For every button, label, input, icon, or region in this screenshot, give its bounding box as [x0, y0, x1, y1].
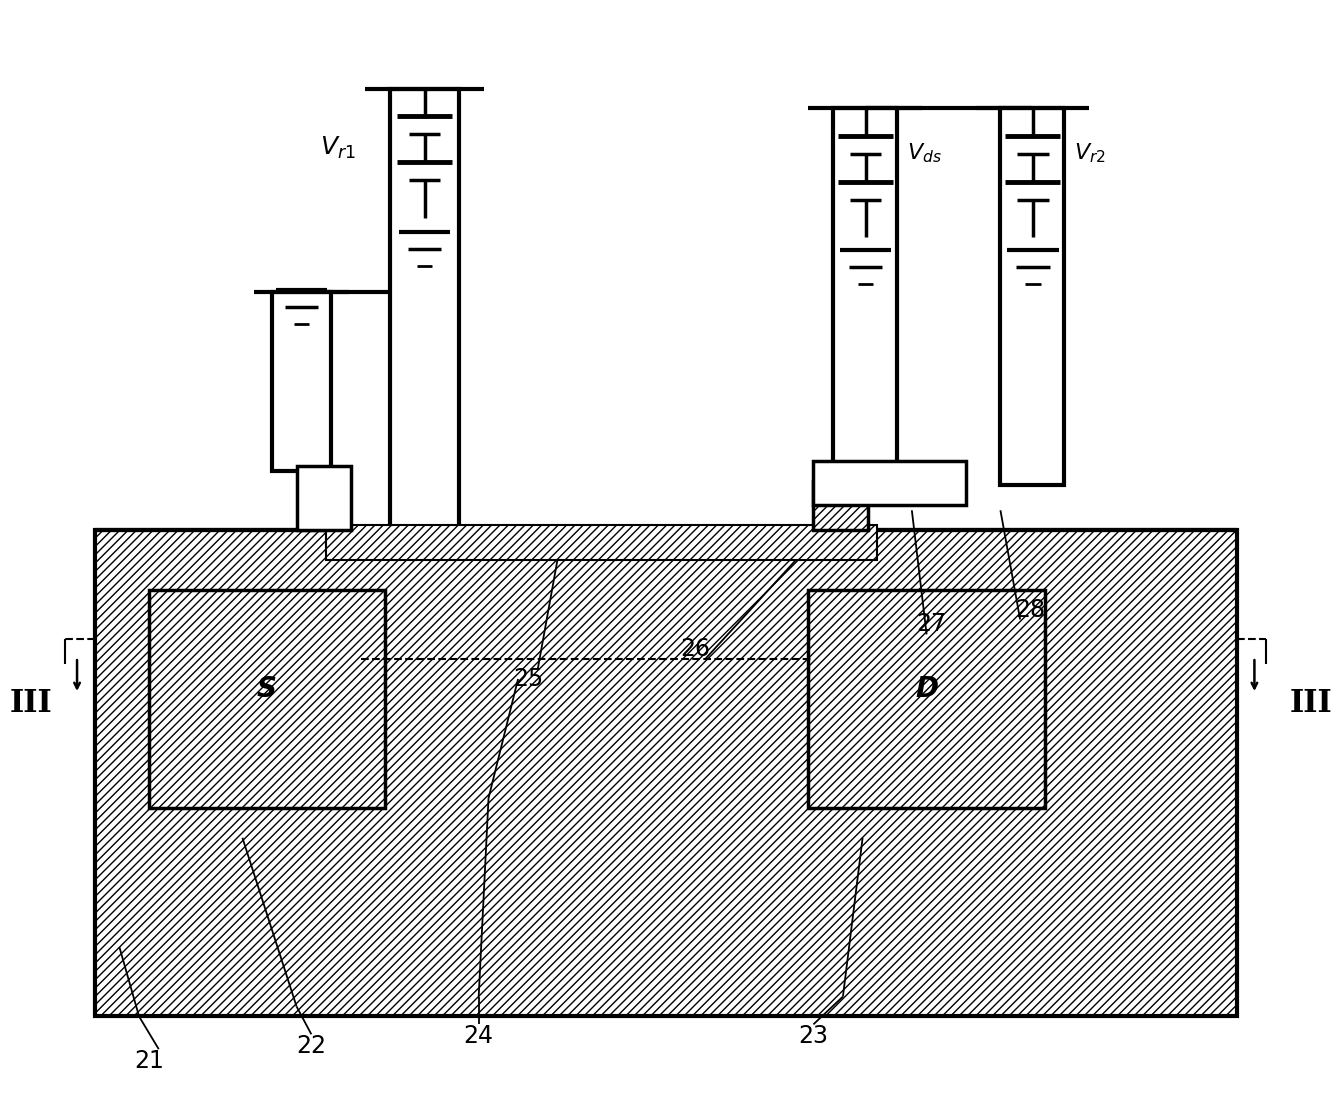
Bar	[813, 460, 965, 506]
Bar	[1000, 109, 1065, 486]
Text: S: S	[257, 675, 277, 703]
Text: 22: 22	[296, 1034, 327, 1058]
Bar	[813, 480, 868, 530]
Bar	[95, 530, 1237, 1017]
Bar	[296, 466, 351, 530]
Text: 25: 25	[513, 667, 544, 691]
Text: III: III	[9, 688, 52, 720]
Bar	[833, 109, 897, 486]
Text: III: III	[1289, 688, 1332, 720]
Text: 27: 27	[916, 612, 947, 636]
Bar	[327, 525, 877, 559]
Bar	[272, 292, 331, 470]
Bar	[809, 590, 1044, 808]
Text: $V_{r2}$: $V_{r2}$	[1074, 142, 1106, 165]
Text: 21: 21	[134, 1050, 163, 1073]
Text: D: D	[915, 675, 939, 703]
Bar	[390, 89, 459, 540]
Text: $V_{r1}$: $V_{r1}$	[320, 135, 356, 162]
Text: 28: 28	[1015, 598, 1044, 622]
Text: 24: 24	[463, 1024, 494, 1048]
Text: 23: 23	[798, 1024, 829, 1048]
Text: 26: 26	[680, 637, 710, 662]
Text: $V_{ds}$: $V_{ds}$	[907, 142, 941, 165]
Bar	[149, 590, 386, 808]
